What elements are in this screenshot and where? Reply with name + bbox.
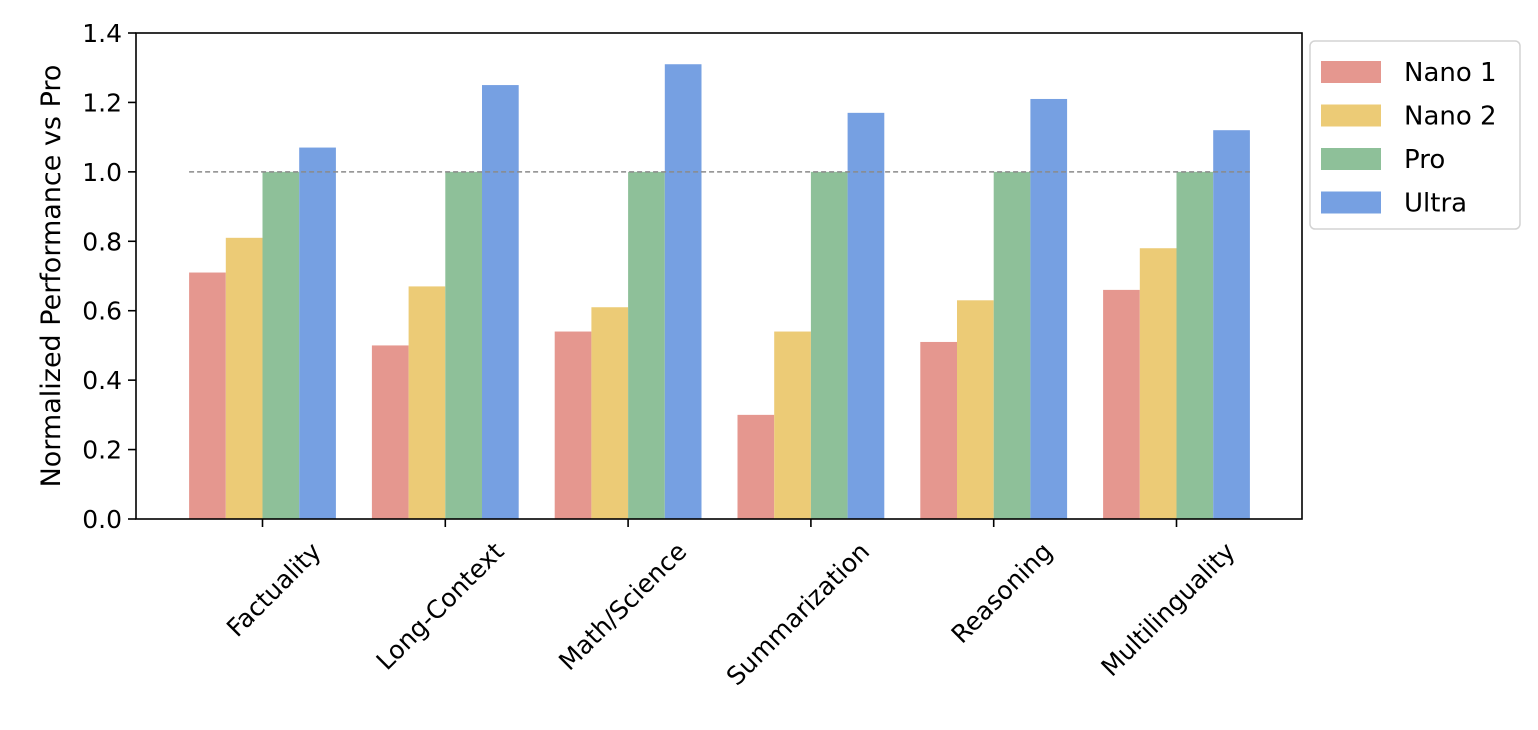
bar-nano-1-factuality <box>189 272 226 519</box>
y-tick-label: 0.8 <box>82 227 122 256</box>
y-axis: 0.0 0.2 0.4 0.6 0.8 1.0 1.2 1.4 <box>82 19 136 534</box>
legend-label: Pro <box>1404 145 1445 175</box>
bar-nano-2-math-science <box>591 307 629 519</box>
plot-area-frame <box>135 32 1303 520</box>
bar-ultra-summarization <box>847 112 885 519</box>
bar-nano-1-summarization <box>737 414 775 519</box>
bar-ultra-math-science <box>664 64 702 520</box>
y-axis-title: Normalized Performance vs Pro <box>36 65 67 488</box>
y-tick-label: 0.2 <box>82 436 122 465</box>
bar-nano-1-math-science <box>554 331 592 519</box>
bar-nano-2-factuality <box>225 237 263 519</box>
bar-ultra-reasoning <box>1030 98 1068 520</box>
y-tick-label: 0.4 <box>82 366 122 395</box>
x-tick-label: Summarization <box>721 537 875 691</box>
legend-frame <box>1309 40 1521 230</box>
x-tick-label: Math/Science <box>553 537 692 676</box>
bar-pro-factuality <box>262 171 300 520</box>
bar-nano-1-long-context <box>371 345 409 519</box>
legend-swatch <box>1321 191 1381 214</box>
y-tick-label: 1.0 <box>82 158 122 187</box>
bar-ultra-multilinguality <box>1213 130 1250 519</box>
y-tick-label: 0.0 <box>82 505 122 534</box>
bar-ultra-factuality <box>299 147 336 519</box>
legend-label: Nano 1 <box>1404 58 1497 88</box>
bar-ultra-long-context <box>482 85 519 519</box>
legend-swatch <box>1321 61 1381 83</box>
y-tick-label: 0.6 <box>82 297 122 326</box>
x-tick-label: Long-Context <box>371 537 510 676</box>
bar-nano-1-reasoning <box>920 341 957 519</box>
bar-nano-2-reasoning <box>957 300 994 519</box>
bar-nano-2-summarization <box>774 331 811 519</box>
bar-nano-2-long-context <box>408 286 446 519</box>
bar-pro-long-context <box>445 171 482 520</box>
bar-nano-2-multilinguality <box>1139 248 1177 520</box>
x-tick-label: Reasoning <box>946 537 1058 649</box>
x-axis: Factuality Long-Context Math/Science Summar… <box>221 519 1241 691</box>
bar-pro-math-science <box>628 171 665 520</box>
y-tick-label: 1.2 <box>82 88 122 117</box>
legend-label: Nano 2 <box>1404 102 1497 132</box>
legend: Nano 1 Nano 2 Pro Ultra <box>1309 40 1521 230</box>
bars-group <box>189 64 1250 520</box>
y-tick-label: 1.4 <box>82 19 122 48</box>
bar-pro-summarization <box>810 171 848 520</box>
bar-pro-reasoning <box>993 171 1031 520</box>
legend-swatch <box>1321 148 1381 170</box>
bar-nano-1-multilinguality <box>1103 289 1140 519</box>
x-tick-label: Factuality <box>221 537 327 643</box>
bar-pro-multilinguality <box>1176 171 1214 520</box>
legend-swatch <box>1321 104 1381 127</box>
legend-label: Ultra <box>1404 189 1467 219</box>
x-tick-label: Multilinguality <box>1096 537 1241 682</box>
